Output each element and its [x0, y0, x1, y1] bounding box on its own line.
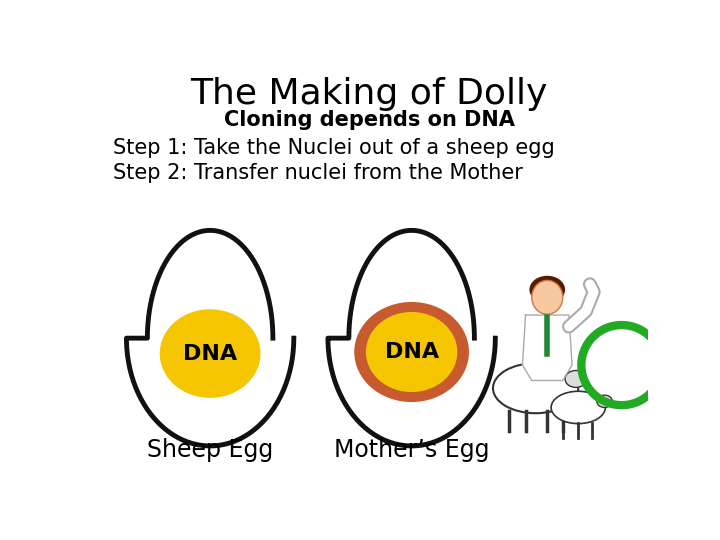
Text: Cloning depends on DNA: Cloning depends on DNA	[224, 110, 514, 130]
Text: DNA: DNA	[183, 343, 237, 363]
Polygon shape	[328, 231, 495, 446]
Ellipse shape	[529, 276, 565, 303]
Ellipse shape	[597, 395, 612, 408]
Ellipse shape	[354, 302, 469, 402]
Ellipse shape	[565, 370, 587, 387]
Text: DNA: DNA	[384, 342, 438, 362]
Text: Mother’s Egg: Mother’s Egg	[334, 438, 490, 462]
Ellipse shape	[366, 312, 457, 392]
Text: Step 2: Transfer nuclei from the Mother: Step 2: Transfer nuclei from the Mother	[113, 163, 523, 183]
Text: Sheep Egg: Sheep Egg	[147, 438, 274, 462]
Polygon shape	[127, 231, 294, 446]
Text: The Making of Dolly: The Making of Dolly	[190, 77, 548, 111]
Ellipse shape	[551, 392, 606, 423]
Text: Step 1: Take the Nuclei out of a sheep egg: Step 1: Take the Nuclei out of a sheep e…	[113, 138, 555, 158]
Ellipse shape	[493, 363, 578, 413]
Ellipse shape	[160, 309, 261, 398]
Ellipse shape	[532, 280, 563, 314]
Polygon shape	[523, 315, 572, 381]
